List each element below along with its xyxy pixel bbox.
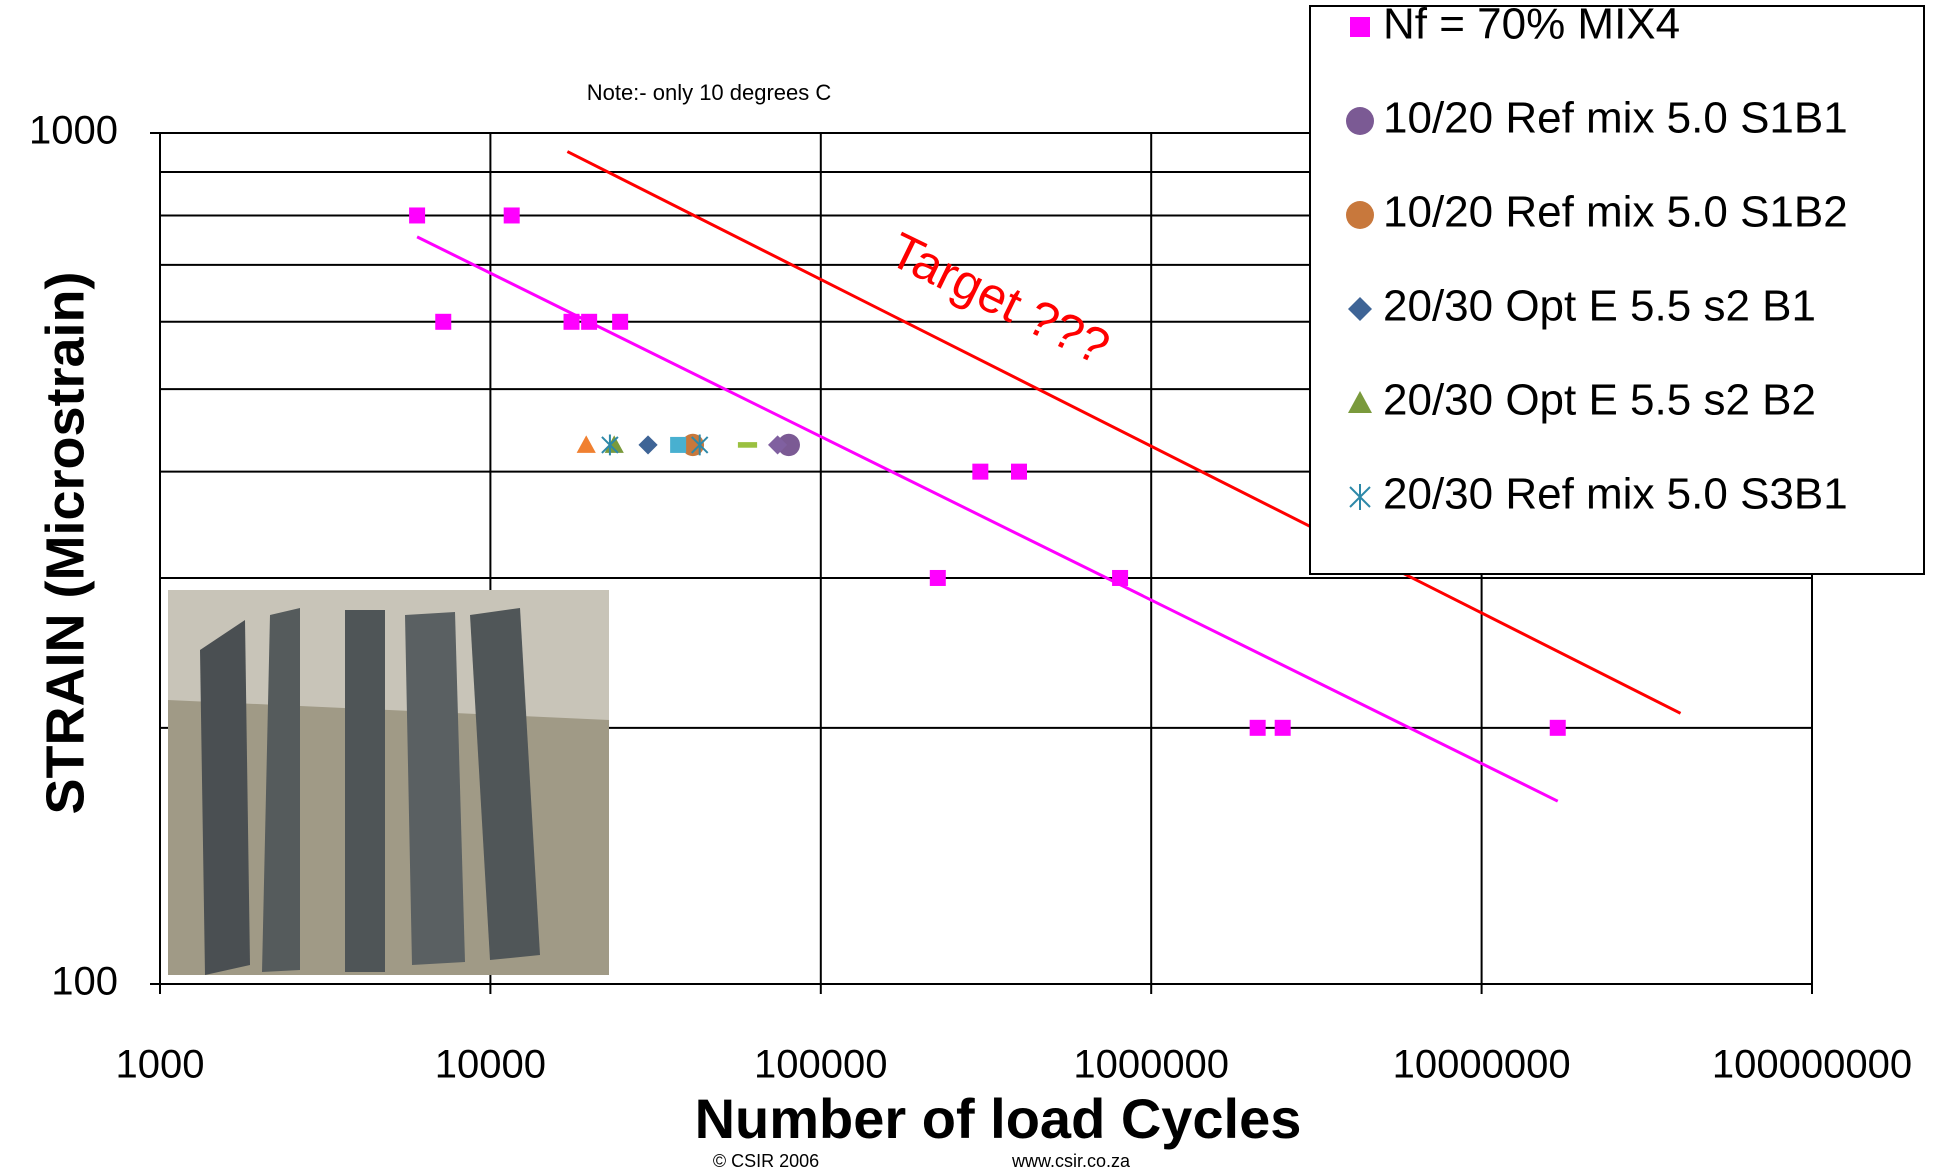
point <box>563 313 580 330</box>
legend-marker <box>1346 201 1374 229</box>
point <box>670 436 687 453</box>
legend-label: 10/20 Ref mix 5.0 S1B2 <box>1383 188 1848 237</box>
point <box>1274 719 1291 736</box>
legend-marker <box>1349 484 1371 510</box>
point <box>435 313 452 330</box>
legend-marker <box>1350 17 1370 37</box>
legend: Nf = 70% MIX4 10/20 Ref mix 5.0 S1B1 10/20… <box>1309 0 1925 575</box>
point <box>601 434 619 456</box>
point <box>409 207 426 224</box>
legend-label: 20/30 Opt E 5.5 s2 B2 <box>1383 376 1816 425</box>
x-tick-label: 100000 <box>754 1043 887 1087</box>
point <box>1249 719 1266 736</box>
point <box>503 207 520 224</box>
photo-inset <box>168 590 609 975</box>
point <box>1011 463 1028 480</box>
x-tick-label: 10000000 <box>1393 1043 1571 1087</box>
x-tick-label: 10000 <box>435 1043 546 1087</box>
point <box>681 433 705 457</box>
note: Note:- only 10 degrees C <box>587 80 832 105</box>
point <box>777 433 800 457</box>
footer-copyright: © CSIR 2006 <box>713 1151 819 1171</box>
point <box>690 434 709 456</box>
point <box>638 435 658 455</box>
legend-marker <box>1348 391 1372 413</box>
point <box>972 463 989 480</box>
point <box>576 435 596 453</box>
x-tick-label: 1000 <box>116 1043 205 1087</box>
x-tick-label: 100000000 <box>1712 1043 1912 1087</box>
trend-line <box>566 150 1682 715</box>
legend-marker <box>1346 107 1374 135</box>
y-tick-label: 100 <box>51 960 118 1004</box>
y-axis-title: STRAIN (Microstrain) <box>35 271 95 814</box>
point <box>767 435 788 455</box>
legend-box <box>1309 5 1925 575</box>
target-annotation: Target ??? <box>881 222 1118 376</box>
y-tick-label: 1000 <box>29 109 118 153</box>
footer-url: www.csir.co.za <box>1011 1151 1131 1171</box>
point <box>1549 719 1566 736</box>
point <box>737 442 758 448</box>
x-axis-title: Number of load Cycles <box>695 1087 1302 1150</box>
point <box>581 313 598 330</box>
legend-label: Nf = 70% MIX4 <box>1383 0 1680 49</box>
legend-marker <box>1348 297 1372 321</box>
legend-label: 20/30 Opt E 5.5 s2 B1 <box>1383 282 1816 331</box>
legend-label: 20/30 Ref mix 5.0 S3B1 <box>1383 470 1848 519</box>
trend-line <box>416 235 1559 803</box>
point <box>929 569 946 586</box>
x-tick-label: 1000000 <box>1073 1043 1229 1087</box>
point <box>1112 569 1129 586</box>
legend-label: 10/20 Ref mix 5.0 S1B1 <box>1383 94 1848 143</box>
point <box>612 313 629 330</box>
